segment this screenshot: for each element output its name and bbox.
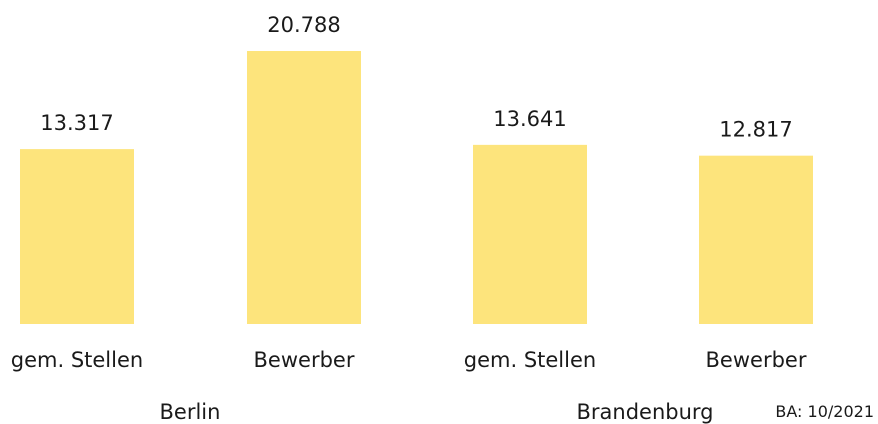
value-label-3: 13.641 <box>493 107 566 131</box>
value-label-1: 13.317 <box>40 111 113 135</box>
value-label-2: 20.788 <box>267 13 340 37</box>
group-label-brandenburg: Brandenburg <box>576 400 713 424</box>
source-note: BA: 10/2021 <box>775 402 874 421</box>
labels-layer: 13.317 gem. Stellen 20.788 Bewerber 13.641 ge… <box>11 13 874 424</box>
bars-layer <box>20 51 813 324</box>
bar-1 <box>20 149 134 324</box>
bar-2 <box>247 51 361 324</box>
bar-4 <box>699 155 813 324</box>
category-label-3: gem. Stellen <box>464 348 596 372</box>
bar-3 <box>473 144 587 324</box>
group-label-berlin: Berlin <box>160 400 221 424</box>
value-label-4: 12.817 <box>719 118 792 142</box>
category-label-4: Bewerber <box>706 348 807 372</box>
category-label-2: Bewerber <box>254 348 355 372</box>
category-label-1: gem. Stellen <box>11 348 143 372</box>
